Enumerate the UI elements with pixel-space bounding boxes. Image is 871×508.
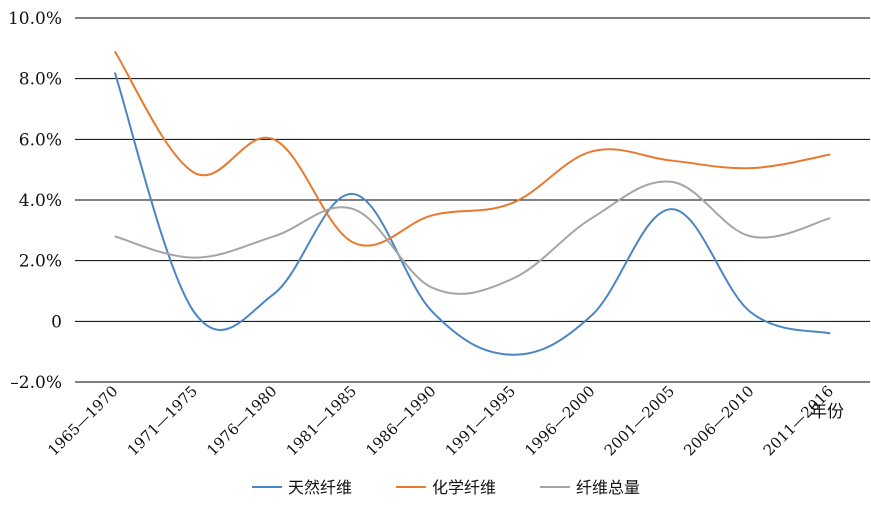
legend-label: 纤维总量 bbox=[576, 478, 640, 497]
y-tick-label: 8.0% bbox=[19, 70, 62, 90]
y-tick-label: 2.0% bbox=[19, 252, 62, 272]
x-tick-label: 2006—2010 bbox=[680, 382, 757, 459]
x-axis-ticks: 1965—1970 1971—1975 1976—1980 1981—1985 1986… bbox=[44, 382, 837, 459]
x-tick-label: 1965—1970 bbox=[44, 382, 121, 459]
series-line-3 bbox=[114, 180, 831, 295]
x-tick-label: 1971—1975 bbox=[124, 382, 201, 459]
legend-label: 化学纤维 bbox=[432, 478, 496, 497]
x-tick-label: 1976—1980 bbox=[203, 382, 280, 459]
y-tick-label: –2.0% bbox=[10, 373, 62, 393]
gridlines bbox=[75, 17, 870, 383]
legend-label: 天然纤维 bbox=[288, 478, 352, 497]
x-tick-label: 1996—2000 bbox=[521, 382, 598, 459]
x-tick-label: 1991—1995 bbox=[442, 382, 519, 459]
x-axis-unit-label: 年份 bbox=[810, 402, 844, 422]
y-tick-label: 0 bbox=[51, 312, 62, 332]
x-tick-label: 2001—2005 bbox=[601, 382, 678, 459]
series-lines bbox=[113, 50, 831, 356]
y-tick-label: 10.0% bbox=[8, 9, 62, 29]
y-axis-ticks: 10.0% 8.0% 6.0% 4.0% 2.0% 0 –2.0% bbox=[8, 9, 62, 393]
legend: 天然纤维 化学纤维 纤维总量 bbox=[252, 478, 640, 497]
series-line-2 bbox=[113, 50, 831, 247]
y-tick-label: 6.0% bbox=[19, 130, 62, 150]
y-tick-label: 4.0% bbox=[19, 191, 62, 211]
x-tick-label: 1981—1985 bbox=[283, 382, 360, 459]
x-tick-label: 1986—1990 bbox=[362, 382, 439, 459]
series-line-1 bbox=[113, 72, 831, 356]
